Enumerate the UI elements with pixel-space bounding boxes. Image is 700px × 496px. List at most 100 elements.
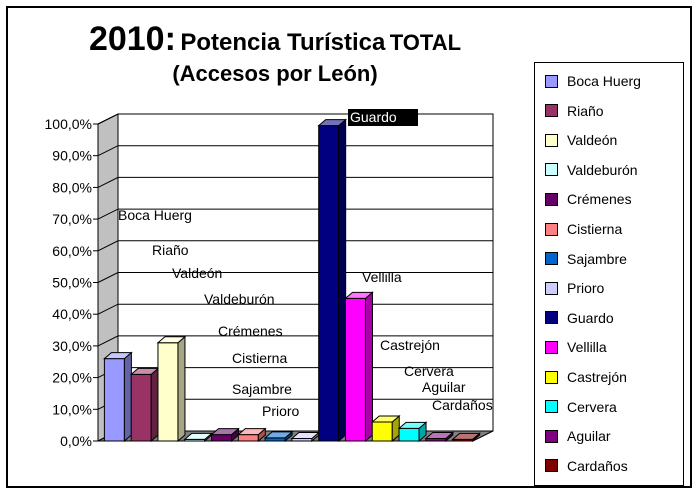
bar-Guardo — [318, 125, 340, 442]
bar-top-Cardaños — [451, 432, 481, 440]
bar-side-Guardo — [338, 118, 347, 443]
data-label-Valdeburón: Valdeburón — [204, 291, 275, 307]
data-label-bg — [348, 109, 418, 126]
legend-label: Cardaños — [567, 457, 628, 474]
bar-side-Vellilla — [364, 291, 373, 443]
legend-swatch — [545, 133, 558, 147]
data-label-Cardaños: Cardaños — [432, 397, 493, 413]
legend-label: Prioro — [567, 280, 605, 297]
data-label-Boca Huerg: Boca Huerg — [118, 207, 192, 223]
legend-swatch — [545, 163, 558, 177]
bar-top-Valdeón — [156, 336, 187, 344]
legend-swatch — [545, 192, 558, 206]
legend-item: Cistierna — [545, 219, 622, 239]
y-tick-label: 100,0% — [45, 116, 92, 132]
legend-swatch — [545, 281, 558, 295]
legend-swatch — [545, 74, 558, 88]
legend-label: Crémenes — [567, 191, 632, 208]
legend-item: Crémenes — [545, 189, 632, 209]
legend-item: Valdeburón — [545, 160, 638, 180]
data-label-Aguilar: Aguilar — [422, 379, 466, 395]
data-label-Guardo: Guardo — [350, 109, 397, 125]
legend-label: Valdeburón — [567, 161, 638, 178]
bar-top-Sajambre — [263, 431, 294, 439]
y-tick-label: 0,0% — [60, 433, 92, 449]
bar-top-Aguilar — [424, 431, 455, 439]
data-label-Crémenes: Crémenes — [218, 323, 283, 339]
y-tick-label: 50,0% — [52, 275, 92, 291]
legend-item: Valdeón — [545, 130, 617, 150]
bar-Cervera — [398, 427, 420, 442]
legend-label: Aguilar — [567, 428, 611, 445]
legend-item: Sajambre — [545, 249, 627, 269]
chart-subtitle: (Accesos por León) — [172, 61, 378, 86]
bar-top-Valdeburón — [183, 432, 214, 440]
legend-swatch — [545, 429, 558, 443]
bar-Valdeón — [157, 342, 179, 442]
data-label-Sajambre: Sajambre — [232, 381, 292, 397]
bar-top-Guardo — [317, 119, 348, 127]
y-tick-label: 30,0% — [52, 338, 92, 354]
bar-top-Cervera — [397, 421, 428, 429]
y-tick-label: 80,0% — [52, 179, 92, 195]
legend-label: Vellilla — [567, 339, 607, 356]
data-label-Castrejón: Castrejón — [380, 337, 440, 353]
data-label-Cistierna: Cistierna — [232, 350, 287, 366]
title-total: TOTAL — [389, 30, 462, 55]
legend-swatch — [545, 459, 558, 473]
legend-swatch — [545, 104, 558, 118]
legend-swatch — [545, 252, 558, 266]
legend-item: Cervera — [545, 397, 617, 417]
gridline — [97, 145, 493, 157]
gridline — [97, 240, 493, 252]
legend-swatch — [545, 311, 558, 325]
legend-label: Boca Huerg — [567, 73, 641, 89]
bar-side-Valdeón — [177, 335, 186, 443]
legend: Boca Huerg Riaño Valdeón Valdeburón Crémenes… — [534, 62, 684, 486]
y-tick-label: 90,0% — [52, 148, 92, 164]
legend-item: Aguilar — [545, 426, 611, 446]
gridline — [97, 208, 493, 220]
legend-swatch — [545, 222, 558, 236]
gridline — [97, 272, 493, 283]
bar-top-Crémenes — [210, 428, 240, 436]
bar-side-Riaño — [150, 367, 159, 443]
y-tick-label: 40,0% — [52, 306, 92, 322]
legend-label: Cervera — [567, 398, 617, 415]
bar-Castrejón — [371, 421, 393, 442]
bar-top-Cistierna — [236, 428, 267, 436]
bar-top-Vellilla — [344, 291, 374, 299]
legend-label: Castrejón — [567, 369, 627, 385]
data-label-Valdeón: Valdeón — [172, 265, 222, 281]
legend-label: Valdeón — [567, 132, 618, 149]
legend-item: Vellilla — [545, 337, 607, 357]
bar-Vellilla — [344, 297, 366, 442]
data-label-Cervera: Cervera — [404, 363, 454, 379]
data-label-Prioro: Prioro — [262, 403, 300, 419]
legend-swatch — [545, 400, 558, 414]
bar-side-Boca Huerg — [123, 351, 132, 443]
y-tick-label: 60,0% — [52, 243, 92, 259]
legend-item: Cardaños — [545, 456, 628, 476]
title-year: 2010: — [88, 20, 176, 58]
legend-item: Guardo — [545, 308, 614, 328]
legend-item: Castrejón — [545, 367, 627, 387]
y-tick-label: 10,0% — [52, 401, 92, 417]
legend-label: Sajambre — [567, 250, 627, 267]
legend-label: Riaño — [567, 102, 604, 119]
legend-item: Boca Huerg — [545, 71, 641, 91]
bar-Crémenes — [211, 434, 233, 442]
legend-item: Prioro — [545, 278, 604, 298]
bar-Boca Huerg — [103, 358, 125, 442]
gridline — [97, 176, 493, 188]
legend-swatch — [545, 340, 558, 354]
y-tick-label: 20,0% — [52, 370, 92, 386]
legend-swatch — [545, 370, 558, 384]
data-label-Vellilla: Vellilla — [362, 269, 402, 285]
legend-item: Riaño — [545, 101, 604, 121]
y-tick-label: 70,0% — [52, 211, 92, 227]
bar-top-Boca Huerg — [103, 352, 133, 360]
legend-label: Guardo — [567, 309, 614, 326]
bar-Cistierna — [237, 434, 259, 442]
